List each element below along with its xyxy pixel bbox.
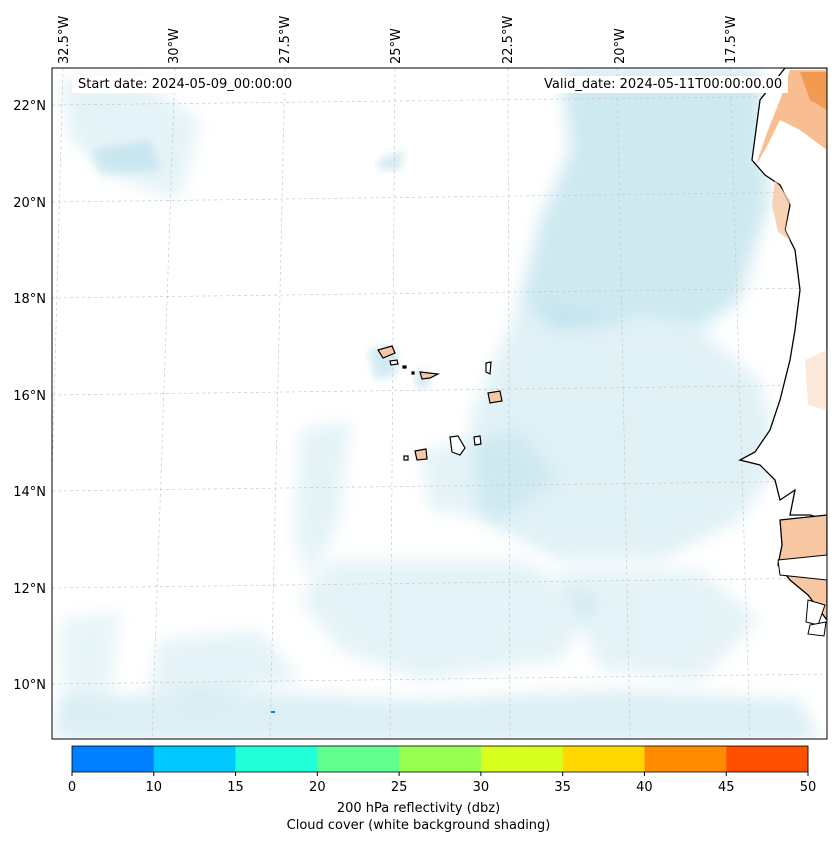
cape-verde-islands xyxy=(377,345,503,461)
colorbar-tick-label: 20 xyxy=(309,780,326,795)
lat-tick-label: 22°N xyxy=(13,99,46,114)
colorbar-title: 200 hPa reflectivity (dbz) xyxy=(336,801,501,816)
lat-tick-label: 16°N xyxy=(13,389,46,404)
graticule xyxy=(52,68,827,739)
colorbar-segment xyxy=(235,746,318,772)
colorbar-tick-label: 45 xyxy=(718,780,735,795)
colorbar-tick-label: 15 xyxy=(227,780,244,795)
lon-tick-label: 17.5°W xyxy=(724,16,739,64)
cloud-cover-layer xyxy=(52,70,820,739)
colorbar-tick-label: 30 xyxy=(473,780,490,795)
map-frame xyxy=(51,67,828,740)
lat-tick-label: 12°N xyxy=(13,582,46,597)
colorbar-segment xyxy=(644,746,727,772)
colorbar-segment xyxy=(726,746,809,772)
africa-coastline xyxy=(738,68,827,637)
colorbar-segment xyxy=(153,746,237,772)
colorbar-tick-label: 0 xyxy=(68,780,76,795)
lon-tick-label: 22.5°W xyxy=(501,16,516,64)
colorbar-segment xyxy=(480,746,564,772)
latitude-labels: 22°N 20°N 18°N 16°N 14°N 12°N 10°N xyxy=(13,99,46,693)
colorbar-subtitle: Cloud cover (white background shading) xyxy=(286,818,551,833)
lat-tick-label: 18°N xyxy=(13,292,46,307)
colorbar-tick-label: 25 xyxy=(391,780,408,795)
lat-tick-label: 20°N xyxy=(13,196,46,211)
reflectivity-speck xyxy=(271,711,275,713)
colorbar-segment xyxy=(317,746,400,772)
colorbar-segment xyxy=(72,746,155,772)
lon-tick-label: 20°W xyxy=(613,28,628,64)
lat-tick-label: 10°N xyxy=(13,678,46,693)
lon-tick-label: 30°W xyxy=(167,28,182,64)
lon-tick-label: 25°W xyxy=(389,28,404,64)
start-date-label: Start date: 2024-05-09_00:00:00 xyxy=(72,76,299,93)
colorbar-tick-label: 50 xyxy=(800,780,817,795)
colorbar-segment xyxy=(562,746,645,772)
lat-tick-label: 14°N xyxy=(13,485,46,500)
colorbar-tick-label: 40 xyxy=(636,780,653,795)
lon-tick-label: 27.5°W xyxy=(278,16,293,64)
longitude-labels: 32.5°W 30°W 27.5°W 25°W 22.5°W 20°W 17.5… xyxy=(57,16,739,64)
valid-date-label: Valid_date: 2024-05-11T00:00:00.00 xyxy=(538,76,789,93)
colorbar: 0 10 15 20 25 30 35 40 45 50 xyxy=(68,745,817,795)
colorbar-tick-label: 35 xyxy=(554,780,571,795)
colorbar-segment xyxy=(399,746,482,772)
colorbar-tick-label: 10 xyxy=(146,780,163,795)
colorbar-frame xyxy=(71,745,809,773)
lon-tick-label: 32.5°W xyxy=(57,16,72,64)
